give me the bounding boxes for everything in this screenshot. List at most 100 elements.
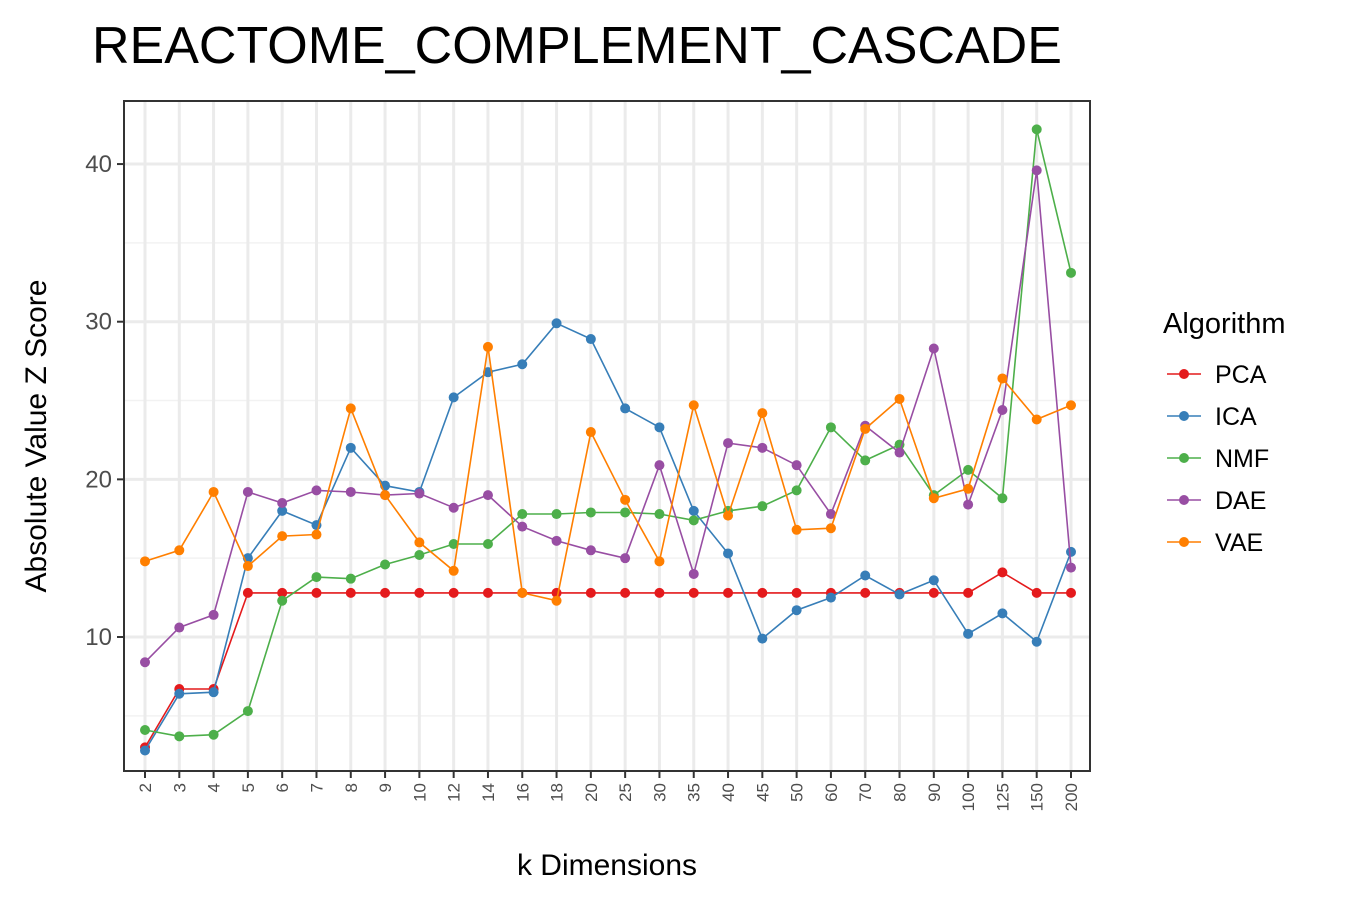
- legend-label: VAE: [1215, 529, 1263, 557]
- data-point-nmf: [791, 485, 802, 496]
- data-point-dae: [757, 442, 768, 453]
- x-tick-label: 7: [307, 783, 326, 792]
- data-point-pca: [1031, 587, 1042, 598]
- x-tick-label: 80: [891, 783, 910, 802]
- data-point-nmf: [997, 493, 1008, 504]
- data-point-nmf: [140, 725, 150, 736]
- data-point-nmf: [551, 509, 562, 520]
- data-point-pca: [997, 567, 1008, 578]
- x-tick-label: 50: [788, 783, 807, 802]
- data-point-vae: [791, 524, 802, 535]
- x-tick-label: 30: [650, 783, 669, 802]
- data-point-dae: [928, 343, 939, 354]
- data-point-dae: [654, 460, 665, 471]
- data-point-nmf: [311, 572, 322, 583]
- data-point-dae: [688, 568, 699, 579]
- data-point-nmf: [860, 455, 871, 466]
- data-point-nmf: [174, 731, 185, 742]
- data-point-nmf: [757, 501, 768, 512]
- data-point-nmf: [825, 422, 836, 433]
- x-tick-label: 4: [205, 783, 224, 792]
- x-tick-label: 100: [959, 783, 978, 811]
- x-tick-label: 200: [1062, 783, 1081, 811]
- data-point-pca: [448, 587, 459, 598]
- data-point-ica: [963, 628, 974, 639]
- legend-item-nmf: NMF: [1167, 445, 1269, 473]
- data-point-vae: [928, 493, 939, 504]
- plot-background: [124, 101, 1090, 771]
- x-tick-label: 40: [719, 783, 738, 802]
- data-point-dae: [791, 460, 802, 471]
- chart-title: REACTOME_COMPLEMENT_CASCADE: [92, 17, 1062, 75]
- series-layer: [140, 124, 1076, 756]
- x-tick-label: 12: [445, 783, 464, 802]
- series-ica: [140, 318, 1076, 756]
- x-tick-label: 5: [239, 783, 258, 792]
- x-tick-label: 125: [993, 783, 1012, 811]
- series-line-ica: [144, 322, 1072, 751]
- series-line-dae: [144, 170, 1072, 663]
- series-dae: [140, 165, 1076, 668]
- data-point-nmf: [1031, 124, 1042, 135]
- y-tick-label: 40: [85, 151, 112, 178]
- x-axis-title: k Dimensions: [517, 849, 697, 882]
- plot-border: [123, 100, 1091, 772]
- data-point-ica: [791, 605, 802, 616]
- data-point-vae: [894, 393, 905, 404]
- data-point-pca: [757, 587, 768, 598]
- legend-item-vae: VAE: [1167, 529, 1263, 557]
- data-point-ica: [825, 592, 836, 603]
- data-point-ica: [1031, 636, 1042, 647]
- data-point-vae: [140, 556, 150, 567]
- data-point-nmf: [620, 507, 631, 518]
- data-point-ica: [140, 745, 150, 756]
- series-vae: [140, 341, 1076, 606]
- data-point-ica: [517, 359, 528, 370]
- data-point-pca: [1066, 587, 1076, 598]
- data-point-pca: [928, 587, 939, 598]
- data-point-dae: [311, 485, 322, 496]
- legend-label: PCA: [1215, 361, 1267, 389]
- data-point-vae: [414, 537, 425, 548]
- data-point-vae: [620, 494, 631, 505]
- data-point-vae: [585, 427, 596, 438]
- legend: Algorithm PCA ICA NMF DAE VAE: [1163, 308, 1286, 557]
- data-point-vae: [1066, 400, 1076, 411]
- data-point-dae: [345, 486, 356, 497]
- data-point-ica: [1066, 546, 1076, 557]
- x-tick-label: 150: [1028, 783, 1047, 811]
- data-point-dae: [208, 609, 219, 620]
- data-point-dae: [414, 488, 425, 499]
- legend-label: NMF: [1215, 445, 1269, 473]
- data-point-dae: [825, 509, 836, 520]
- legend-key-point: [1179, 369, 1189, 379]
- data-point-nmf: [242, 706, 253, 717]
- data-point-vae: [963, 483, 974, 494]
- legend-item-ica: ICA: [1167, 403, 1257, 431]
- x-tick-label: 6: [273, 783, 292, 792]
- legend-item-dae: DAE: [1167, 487, 1266, 515]
- data-point-ica: [277, 505, 288, 516]
- data-point-vae: [688, 400, 699, 411]
- minor-gridlines: [124, 242, 1090, 717]
- data-point-pca: [860, 587, 871, 598]
- data-point-vae: [517, 587, 528, 598]
- data-point-ica: [620, 403, 631, 414]
- data-point-ica: [723, 548, 734, 559]
- data-point-vae: [825, 523, 836, 534]
- data-point-ica: [688, 505, 699, 516]
- data-point-vae: [723, 510, 734, 521]
- data-point-dae: [517, 521, 528, 532]
- data-point-dae: [242, 486, 253, 497]
- x-axis: 2 3 4 5 6 7 8 9 10 12 14 16 18 20 25 30 35 40 45 50 60 70 80 90…: [136, 771, 1081, 811]
- data-point-dae: [277, 498, 288, 508]
- x-tick-label: 90: [925, 783, 944, 802]
- data-point-dae: [997, 404, 1008, 415]
- legend-key-point: [1179, 453, 1189, 463]
- data-point-dae: [482, 490, 493, 501]
- data-point-ica: [208, 687, 219, 698]
- x-tick-label: 14: [479, 783, 498, 802]
- data-point-dae: [140, 657, 150, 668]
- series-line-vae: [144, 346, 1072, 602]
